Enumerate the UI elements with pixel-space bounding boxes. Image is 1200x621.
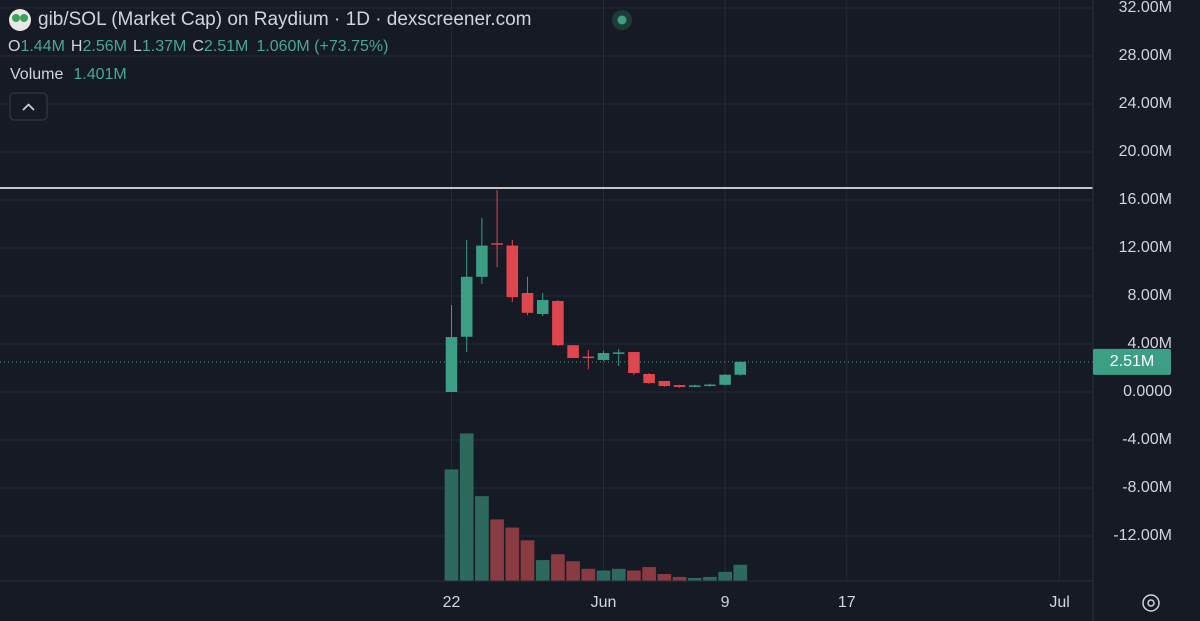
- candle-body: [612, 352, 625, 354]
- x-tick-label: Jul: [1049, 594, 1069, 611]
- volume-bar: [490, 519, 504, 581]
- last-price-box: [1093, 348, 1171, 375]
- volume-bar: [459, 433, 474, 581]
- plot: [0, 187, 1093, 392]
- legend-value: 2.51M: [204, 38, 248, 55]
- candle-body: [673, 385, 686, 387]
- volume-bar: [703, 576, 717, 581]
- token-logo: [12, 14, 20, 22]
- candle-body: [719, 374, 731, 385]
- candle-body: [658, 380, 671, 386]
- volume-bar: [505, 527, 520, 581]
- legend-label: C: [192, 38, 204, 55]
- candle-body: [506, 245, 519, 298]
- token-logo: [9, 9, 31, 31]
- y-tick-label: 0.0000: [1123, 383, 1172, 400]
- settings-button[interactable]: [1142, 594, 1160, 612]
- candle-body: [445, 337, 458, 392]
- volume-bar: [581, 568, 596, 581]
- volume-bar: [733, 564, 748, 581]
- candle-body: [628, 352, 640, 374]
- volume-bar: [642, 567, 656, 581]
- candle-body: [552, 301, 564, 346]
- x-tick-label: 22: [443, 594, 461, 611]
- candle-body: [476, 245, 488, 277]
- volume-bar: [535, 560, 550, 581]
- candle-body: [521, 293, 534, 313]
- candle-body: [567, 345, 579, 359]
- volume-bar: [718, 571, 732, 581]
- candle-body: [688, 385, 701, 387]
- volume-bar: [672, 576, 687, 581]
- x-tick-label: 9: [721, 594, 730, 611]
- legend-label: O: [8, 38, 20, 55]
- candle-body: [491, 243, 503, 245]
- token-logo: [20, 14, 28, 22]
- y-tick-label: 12.00M: [1119, 239, 1172, 256]
- volume-bar: [475, 496, 489, 581]
- volume-bar: [551, 554, 565, 581]
- x-tick-label: 17: [838, 594, 856, 611]
- candle-body: [460, 276, 473, 337]
- last-price-label: 2.51M: [1110, 353, 1154, 370]
- volume-pane: [444, 433, 748, 581]
- chevron-icon: [22, 103, 35, 111]
- header: gib/SOL (Market Cap) on Raydium · 1D · d…: [8, 9, 632, 121]
- ohlc-legend: O1.44M H2.56M L1.37M C2.51M 1.060M (+73.75%): [8, 38, 388, 55]
- y-tick-label: 4.00M: [1128, 335, 1172, 352]
- x-tick-label: Jun: [591, 594, 617, 611]
- candle-body: [597, 353, 610, 360]
- legend-value: 1.37M: [142, 38, 186, 55]
- volume-bar: [627, 570, 641, 581]
- volume-legend: Volume 1.401M: [10, 66, 127, 83]
- legend-value: 1.44M: [20, 38, 64, 55]
- candle-body: [536, 299, 549, 314]
- y-tick-label: -8.00M: [1122, 479, 1172, 496]
- chart-title: gib/SOL (Market Cap) on Raydium · 1D · d…: [38, 9, 531, 30]
- candle-body: [582, 356, 595, 359]
- volume-bar: [611, 568, 626, 581]
- legend-label: H: [71, 38, 83, 55]
- status-indicator: [617, 15, 627, 25]
- candle-body: [643, 374, 655, 383]
- volume-bar: [520, 540, 535, 581]
- candle-body: [734, 361, 747, 375]
- y-tick-label: 16.00M: [1119, 191, 1172, 208]
- legend-label: L: [133, 38, 142, 55]
- volume-bar: [657, 574, 672, 581]
- volume-bar: [566, 561, 580, 581]
- y-tick-label: 24.00M: [1119, 95, 1172, 112]
- legend-value: 1.401M: [73, 66, 126, 83]
- settings-icon: [1142, 594, 1160, 612]
- legend-value: 2.56M: [82, 38, 126, 55]
- volume-bar: [444, 469, 459, 581]
- settings-icon: [1147, 599, 1155, 607]
- volume-bar: [687, 577, 702, 581]
- y-tick-label: 28.00M: [1119, 47, 1172, 64]
- collapse-button[interactable]: [9, 92, 48, 121]
- candle-body: [704, 384, 716, 387]
- legend-change: 1.060M (+73.75%): [256, 38, 388, 55]
- legend-label: Volume: [10, 66, 63, 83]
- y-tick-label: -12.00M: [1113, 527, 1172, 544]
- y-tick-label: 20.00M: [1119, 143, 1172, 160]
- y-tick-label: -4.00M: [1122, 431, 1172, 448]
- axes: 32.00M 28.00M 24.00M 20.00M 16.00M 12.00M 8.00…: [443, 0, 1173, 611]
- volume-bar: [596, 570, 611, 581]
- y-tick-label: 32.00M: [1119, 0, 1172, 16]
- y-tick-label: 8.00M: [1128, 287, 1172, 304]
